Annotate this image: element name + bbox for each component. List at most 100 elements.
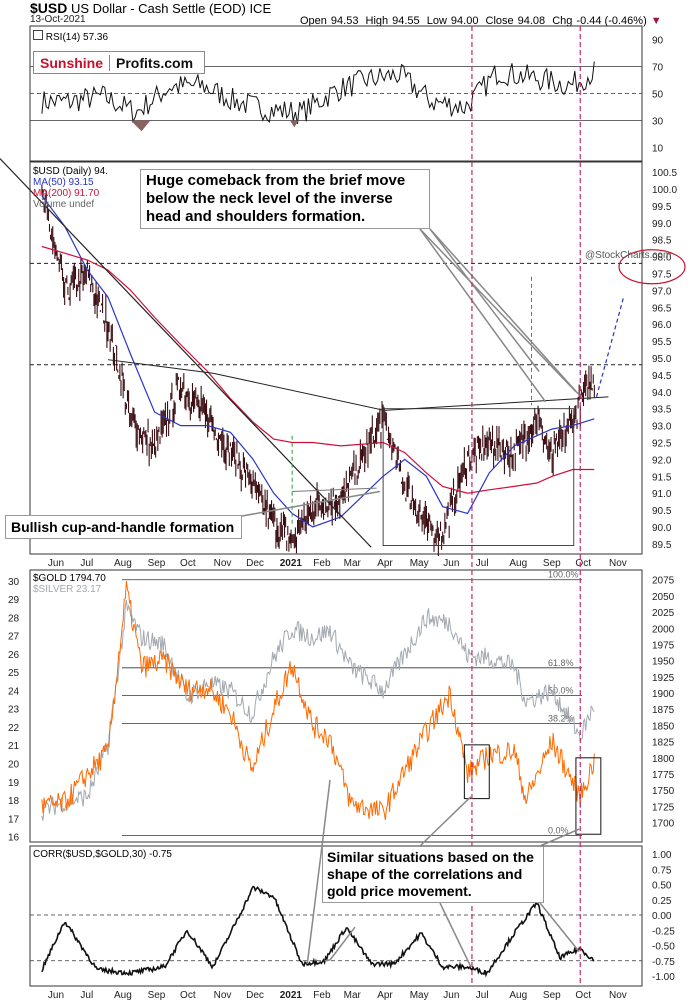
ma50-line xyxy=(41,195,595,528)
x-tick-label-corr: Aug xyxy=(509,990,527,1000)
x-tick-label-price: Mar xyxy=(344,558,362,569)
corr-line xyxy=(41,885,595,978)
x-tick-label-price: Sep xyxy=(543,558,561,569)
brand-part2: Profits.com xyxy=(116,54,194,71)
annotation-similar: Similar situations based on the shape of… xyxy=(322,846,544,903)
rsi-line xyxy=(41,61,595,125)
rsi-y-tick: 10 xyxy=(652,144,664,155)
exchange: ICE xyxy=(249,1,272,16)
gold-y-tick: 1800 xyxy=(652,754,675,765)
x-tick-label-price: Nov xyxy=(609,558,627,569)
corr-legend: CORR($USD,$GOLD,30) -0.75 xyxy=(33,849,172,860)
x-tick-label-price: Dec xyxy=(246,558,264,569)
corr-y-tick: 0.00 xyxy=(652,911,672,922)
callout-pointer xyxy=(419,228,547,403)
usd-y-tick: 95.5 xyxy=(652,337,672,348)
silver-y-tick: 30 xyxy=(8,577,20,588)
silver-y-tick: 19 xyxy=(8,778,20,789)
legend-silver: $SILVER 23.17 xyxy=(33,584,102,595)
usd-y-tick: 95.0 xyxy=(652,354,672,365)
callout-pointer xyxy=(419,796,472,847)
rsi-y-tick: 70 xyxy=(652,63,664,74)
low-value: 94.00 xyxy=(450,15,479,27)
rsi-y-tick: 50 xyxy=(652,90,664,101)
silver-y-tick: 27 xyxy=(8,632,20,643)
usd-y-tick: 91.0 xyxy=(652,489,672,500)
x-tick-label-corr: Nov xyxy=(214,990,232,1000)
silver-y-tick: 28 xyxy=(8,613,20,624)
usd-y-tick: 92.0 xyxy=(652,455,672,466)
corr-y-tick: -0.50 xyxy=(652,942,675,953)
usd-y-tick: 96.5 xyxy=(652,303,672,314)
x-tick-label-price: Aug xyxy=(509,558,527,569)
brand-part1: Sunshine xyxy=(34,54,111,71)
usd-y-tick: 90.5 xyxy=(652,506,672,517)
callout-pointer xyxy=(539,828,580,847)
fib-label: 50.0% xyxy=(548,686,574,696)
corr-y-tick: -0.25 xyxy=(652,926,675,937)
down-arrow-icon: ▼ xyxy=(650,15,662,27)
callout-pointer xyxy=(429,228,583,400)
gold-panel xyxy=(29,569,643,843)
rsi-legend: RSI(14) 57.36 xyxy=(33,30,108,43)
x-tick-label-price: Aug xyxy=(114,558,132,569)
highlight-box xyxy=(463,744,490,800)
legend-ma200: MA(200) 91.70 xyxy=(33,188,100,199)
x-tick-label-price: Nov xyxy=(214,558,232,569)
legend-ma50: MA(50) 93.15 xyxy=(33,177,94,188)
usd-y-tick: 98.5 xyxy=(652,236,672,247)
usd-y-tick: 99.0 xyxy=(652,219,672,230)
corr-y-tick: 1.00 xyxy=(652,850,672,861)
brand-logo: Sunshine Profits.com xyxy=(33,51,205,74)
x-tick-label-price: Feb xyxy=(313,558,331,569)
silver-y-tick: 18 xyxy=(8,796,20,807)
usd-y-tick: 94.5 xyxy=(652,371,672,382)
usd-y-tick: 97.5 xyxy=(652,270,672,281)
gold-line xyxy=(41,580,595,821)
x-tick-label-corr: Jun xyxy=(48,990,64,1000)
x-tick-label-corr: Feb xyxy=(313,990,331,1000)
corr-y-tick: -1.00 xyxy=(652,972,675,983)
gold-y-tick: 2025 xyxy=(652,608,675,619)
x-tick-label-price: Oct xyxy=(180,558,196,569)
chart-date: 13-Oct-2021 xyxy=(30,14,86,25)
x-tick-label-corr: May xyxy=(410,990,429,1000)
cup-arrow-line xyxy=(292,487,377,492)
gold-y-tick: 1775 xyxy=(652,770,675,781)
highlight-box xyxy=(575,757,602,835)
silver-y-tick: 21 xyxy=(8,741,20,752)
silver-y-tick: 29 xyxy=(8,595,20,606)
x-tick-label-price: Oct xyxy=(575,558,591,569)
ohlc-readout: Open 94.53 High 94.55 Low 94.00 Close 94.08 … xyxy=(300,15,666,27)
callout-pointer xyxy=(439,902,472,968)
usd-y-tick: 96.0 xyxy=(652,320,672,331)
x-tick-label-price: Jun xyxy=(48,558,64,569)
corr-y-tick: 0.50 xyxy=(652,881,672,892)
rsi-y-tick: 30 xyxy=(652,117,664,128)
rsi-oversold-fill xyxy=(130,120,151,132)
x-tick-label-price: Sep xyxy=(148,558,166,569)
gold-y-tick: 2050 xyxy=(652,592,675,603)
corr-y-tick: -0.75 xyxy=(652,957,675,968)
callout-pointer xyxy=(306,845,323,964)
downtrend-line xyxy=(0,158,372,548)
callout-pointer xyxy=(539,902,580,953)
gold-y-tick: 2000 xyxy=(652,624,675,635)
fib-label: 0.0% xyxy=(548,826,569,836)
silver-y-tick: 20 xyxy=(8,760,20,771)
gold-y-tick: 1900 xyxy=(652,689,675,700)
neckline-left xyxy=(107,359,214,374)
x-tick-label-corr: Aug xyxy=(114,990,132,1000)
close-label: Close xyxy=(485,15,514,27)
open-value: 94.53 xyxy=(330,15,359,27)
watermark: @StockCharts.com xyxy=(585,250,672,261)
legend-gold: $GOLD 1794.70 xyxy=(33,573,106,584)
usd-y-tick: 98.0 xyxy=(652,253,672,264)
corr-title: CORR($USD,$GOLD,30) -0.75 xyxy=(33,849,172,860)
usd-y-tick: 99.5 xyxy=(652,202,672,213)
silver-y-tick: 17 xyxy=(8,814,20,825)
neckline-right xyxy=(384,396,609,411)
x-tick-label-corr: Nov xyxy=(609,990,627,1000)
corr-y-tick: 0.25 xyxy=(652,896,672,907)
x-tick-label-price: Jun xyxy=(443,558,459,569)
